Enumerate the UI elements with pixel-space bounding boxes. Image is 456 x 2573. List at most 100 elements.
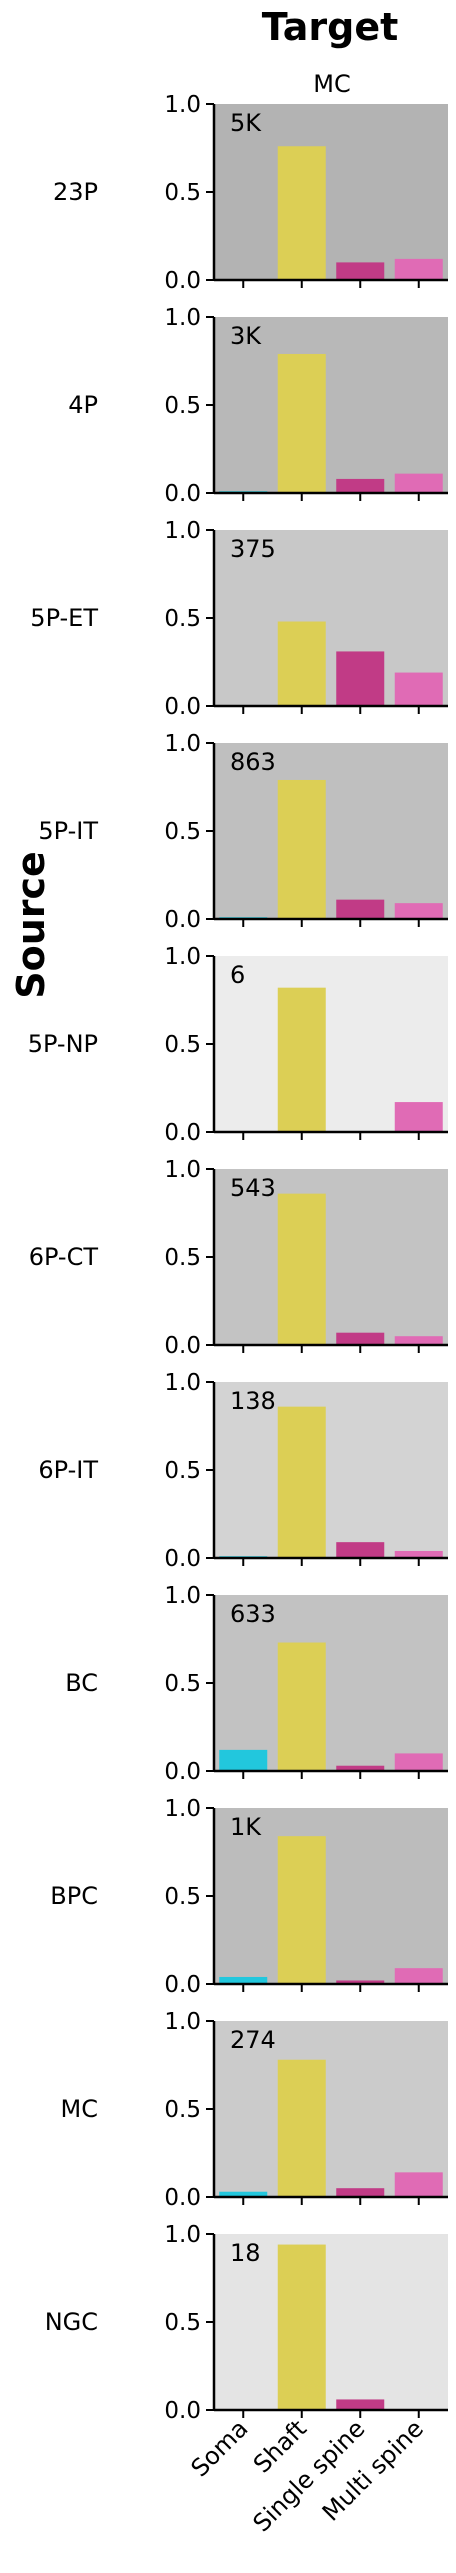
panel-ngc: 0.0 0.5 1.0 18 NGC: [45, 2222, 448, 2424]
y-tick-label: 1.0: [164, 518, 201, 544]
y-tick-label: 0.5: [164, 2097, 201, 2123]
y-tick-label: 0.0: [164, 1972, 201, 1998]
bar-shaft: [277, 621, 326, 706]
bar-shaft: [277, 779, 326, 919]
count-label: 863: [230, 748, 276, 776]
panel-background: [214, 1169, 448, 1345]
y-tick-label: 0.0: [164, 1120, 201, 1146]
count-label: 274: [230, 2026, 276, 2054]
y-axis-title: Source: [9, 851, 53, 999]
panel-5p-et: 0.0 0.5 1.0 375 5P-ET: [30, 518, 448, 720]
count-label: 375: [230, 535, 276, 563]
bar-multi-spine: [394, 1102, 443, 1132]
panels: 0.0 0.5 1.0 5K 23P 0.0 0.5 1.0 3K 4P 0.0 0.5 1.0 375 5…: [28, 92, 448, 2537]
y-tick-label: 0.5: [164, 1245, 201, 1271]
bar-shaft: [277, 1193, 326, 1345]
bar-single-spine: [336, 262, 385, 280]
panel-5p-np: 0.0 0.5 1.0 6 5P-NP: [28, 944, 448, 1146]
y-tick-label: 0.0: [164, 1333, 201, 1359]
panel-4p: 0.0 0.5 1.0 3K 4P: [68, 305, 448, 507]
bar-single-spine: [336, 2399, 385, 2410]
count-label: 1K: [230, 1813, 262, 1841]
bar-multi-spine: [394, 672, 443, 706]
panel-background: [214, 743, 448, 919]
panel-background: [214, 1382, 448, 1558]
bar-soma: [219, 2191, 268, 2197]
y-tick-label: 0.5: [164, 1458, 201, 1484]
panel-bc: 0.0 0.5 1.0 633 BC: [65, 1583, 448, 1785]
y-tick-label: 0.5: [164, 393, 201, 419]
bar-shaft: [277, 2244, 326, 2410]
source-label: 5P-IT: [38, 817, 98, 845]
bar-single-spine: [336, 1332, 385, 1345]
bar-multi-spine: [394, 1336, 443, 1345]
source-label: 5P-ET: [30, 604, 98, 632]
bar-single-spine: [336, 1765, 385, 1771]
y-tick-label: 0.5: [164, 180, 201, 206]
source-label: MC: [61, 2095, 98, 2123]
y-tick-label: 0.5: [164, 819, 201, 845]
panel-5p-it: 0.0 0.5 1.0 863 5P-IT: [38, 731, 448, 933]
bar-single-spine: [336, 651, 385, 706]
y-tick-label: 1.0: [164, 1157, 201, 1183]
count-label: 6: [230, 961, 245, 989]
source-label: BPC: [50, 1882, 98, 1910]
y-tick-label: 0.0: [164, 2185, 201, 2211]
bar-multi-spine: [394, 2172, 443, 2197]
y-tick-label: 1.0: [164, 731, 201, 757]
y-tick-label: 1.0: [164, 92, 201, 118]
source-label: 5P-NP: [28, 1030, 98, 1058]
panel-background: [214, 2021, 448, 2197]
bar-multi-spine: [394, 903, 443, 919]
count-label: 543: [230, 1174, 276, 1202]
bar-soma: [219, 1749, 268, 1771]
bar-multi-spine: [394, 1968, 443, 1984]
y-tick-label: 0.0: [164, 1759, 201, 1785]
panel-background: [214, 104, 448, 280]
y-tick-label: 0.5: [164, 1884, 201, 1910]
chart-title: Target: [262, 5, 399, 49]
bar-shaft: [277, 353, 326, 493]
bar-shaft: [277, 1406, 326, 1558]
y-tick-label: 1.0: [164, 305, 201, 331]
bar-soma: [219, 1976, 268, 1984]
y-tick-label: 0.0: [164, 268, 201, 294]
y-tick-label: 1.0: [164, 2009, 201, 2035]
y-tick-label: 0.5: [164, 2310, 201, 2336]
bar-shaft: [277, 987, 326, 1132]
y-tick-label: 0.5: [164, 606, 201, 632]
y-tick-label: 0.5: [164, 1671, 201, 1697]
panel-background: [214, 317, 448, 493]
count-label: 138: [230, 1387, 276, 1415]
source-label: 23P: [53, 178, 98, 206]
bar-multi-spine: [394, 1550, 443, 1558]
panel-background: [214, 1808, 448, 1984]
bar-multi-spine: [394, 473, 443, 493]
bar-shaft: [277, 1642, 326, 1771]
count-label: 3K: [230, 322, 262, 350]
x-tick-label: Soma: [186, 2414, 254, 2482]
source-label: 6P-CT: [29, 1243, 99, 1271]
y-tick-label: 1.0: [164, 944, 201, 970]
source-label: 4P: [68, 391, 98, 419]
bar-multi-spine: [394, 258, 443, 280]
bar-single-spine: [336, 2188, 385, 2197]
y-tick-label: 1.0: [164, 1583, 201, 1609]
panel-6p-it: 0.0 0.5 1.0 138 6P-IT: [38, 1370, 448, 1572]
bar-multi-spine: [394, 1753, 443, 1771]
count-label: 5K: [230, 109, 262, 137]
panel-23p: 0.0 0.5 1.0 5K 23P: [53, 92, 448, 294]
source-label: NGC: [45, 2308, 98, 2336]
panel-bpc: 0.0 0.5 1.0 1K BPC: [50, 1796, 448, 1998]
bar-single-spine: [336, 478, 385, 493]
panel-background: [214, 1595, 448, 1771]
y-tick-label: 0.0: [164, 694, 201, 720]
panel-6p-ct: 0.0 0.5 1.0 543 6P-CT: [29, 1157, 448, 1359]
bar-shaft: [277, 146, 326, 280]
y-tick-label: 0.5: [164, 1032, 201, 1058]
count-label: 633: [230, 1600, 276, 1628]
bar-single-spine: [336, 1542, 385, 1558]
y-tick-label: 1.0: [164, 2222, 201, 2248]
y-tick-label: 1.0: [164, 1796, 201, 1822]
